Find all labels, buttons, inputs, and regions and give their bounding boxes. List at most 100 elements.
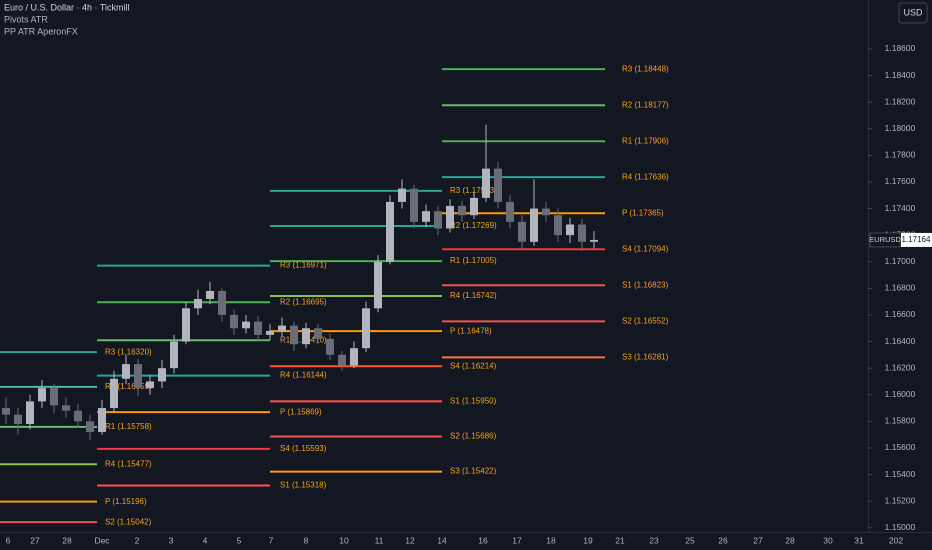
pivot-label: S2 (1.15042)	[105, 517, 152, 526]
currency-button[interactable]	[898, 2, 928, 24]
x-tick-label: 17	[512, 535, 522, 545]
pivot-label: R1 (1.17005)	[450, 256, 497, 265]
candle-body	[278, 325, 286, 331]
candle-body	[350, 348, 358, 366]
candle-body	[542, 208, 550, 216]
candle-body	[98, 408, 106, 432]
candle-body	[194, 298, 202, 309]
pivot-label: R2 (1.16695)	[280, 297, 327, 306]
x-tick-label: 26	[718, 535, 728, 545]
candle-body	[86, 421, 94, 432]
candle-body	[74, 410, 82, 422]
pivot-label: S1 (1.16823)	[622, 280, 669, 289]
candle-body	[494, 168, 502, 202]
pivot-label: R2 (1.16059)	[105, 382, 152, 391]
candle-body	[158, 368, 166, 382]
pivot-label: S1 (1.15950)	[450, 397, 497, 406]
candle-body	[530, 208, 538, 242]
x-tick-label: 21	[615, 535, 625, 545]
candle-body	[398, 188, 406, 202]
y-tick-label: 1.15600	[885, 442, 916, 452]
candle-body	[182, 308, 190, 342]
x-tick-label: 31	[854, 535, 864, 545]
candle-body	[434, 211, 442, 229]
pivot-label: S4 (1.16214)	[450, 361, 497, 370]
x-tick-label: 19	[583, 535, 593, 545]
pivot-label: R3 (1.17533)	[450, 186, 497, 195]
y-tick-label: 1.16200	[885, 362, 916, 372]
candle-body	[2, 408, 10, 415]
candle-body	[14, 414, 22, 425]
x-tick-label: 10	[339, 535, 349, 545]
candle-body	[146, 381, 154, 389]
x-tick-label: 27	[753, 535, 763, 545]
x-tick-label: 8	[304, 535, 309, 545]
candle-body	[26, 401, 34, 425]
pivot-label: R4 (1.16742)	[450, 291, 497, 300]
pivot-label: S1 (1.15318)	[280, 481, 327, 490]
pivot-label: R1 (1.17906)	[622, 136, 669, 145]
y-tick-label: 1.16800	[885, 283, 916, 293]
y-tick-label: 1.16400	[885, 336, 916, 346]
x-tick-label: 28	[785, 535, 795, 545]
y-tick-label: 1.15000	[885, 522, 916, 532]
y-tick-label: 1.15800	[885, 416, 916, 426]
x-tick-label: 23	[649, 535, 659, 545]
price-tag-box	[901, 232, 932, 247]
x-tick-label: 7	[269, 535, 274, 545]
pivot-label: R4 (1.16144)	[280, 371, 327, 380]
pivot-label: S2 (1.16552)	[622, 316, 669, 325]
x-tick-label: 3	[169, 535, 174, 545]
symbol-tag-box	[869, 232, 901, 248]
pivot-label: P (1.16478)	[450, 326, 492, 335]
candle-body	[242, 321, 250, 329]
pivot-label: S3 (1.15422)	[450, 467, 497, 476]
x-tick-label: 27	[30, 535, 40, 545]
candle-body	[458, 205, 466, 216]
candle-body	[110, 378, 118, 409]
pivot-label: S2 (1.15686)	[450, 432, 497, 441]
pivot-label: S4 (1.17094)	[622, 244, 669, 253]
x-tick-label: 11	[375, 535, 384, 545]
candle-body	[518, 221, 526, 242]
candle-body	[338, 354, 346, 366]
x-tick-label: 12	[405, 535, 415, 545]
candle-body	[470, 197, 478, 216]
currency-label[interactable]: USD	[903, 7, 923, 17]
y-tick-label: 1.18000	[885, 123, 916, 133]
candle-body	[122, 364, 130, 379]
candle-body	[302, 328, 310, 345]
pivot-label: P (1.17365)	[622, 208, 664, 217]
y-tick-label: 1.16000	[885, 389, 916, 399]
chart-title: Euro / U.S. Dollar · 4h · Tickmill	[4, 2, 130, 12]
candle-body	[218, 291, 226, 315]
candle-body	[362, 308, 370, 349]
candle-body	[590, 239, 598, 242]
pivot-label: P (1.15869)	[280, 407, 322, 416]
candle-body	[446, 205, 454, 229]
y-tick-label: 1.16600	[885, 309, 916, 319]
indicator-name: Pivots ATR	[4, 14, 48, 24]
pivot-label: R2 (1.18177)	[622, 100, 669, 109]
price-tag: 1.17164	[902, 235, 931, 244]
candle-body	[254, 321, 262, 335]
indicator-name: PP ATR AperonFX	[4, 26, 78, 36]
candle-body	[170, 341, 178, 369]
x-tick-label: 25	[685, 535, 695, 545]
x-tick-label: 6	[6, 535, 11, 545]
y-tick-label: 1.17600	[885, 176, 916, 186]
candle-body	[134, 364, 142, 389]
candle-body	[506, 201, 514, 222]
candle-body	[566, 224, 574, 236]
y-tick-label: 1.17000	[885, 256, 916, 266]
candle-body	[386, 201, 394, 262]
candle-body	[206, 291, 214, 299]
x-tick-label: 18	[546, 535, 556, 545]
y-tick-label: 1.18200	[885, 96, 916, 106]
pivot-label: R1 (1.15758)	[105, 422, 152, 431]
candle-body	[266, 330, 274, 335]
x-tick-label: 4	[203, 535, 208, 545]
x-tick-label: 202	[889, 535, 903, 545]
